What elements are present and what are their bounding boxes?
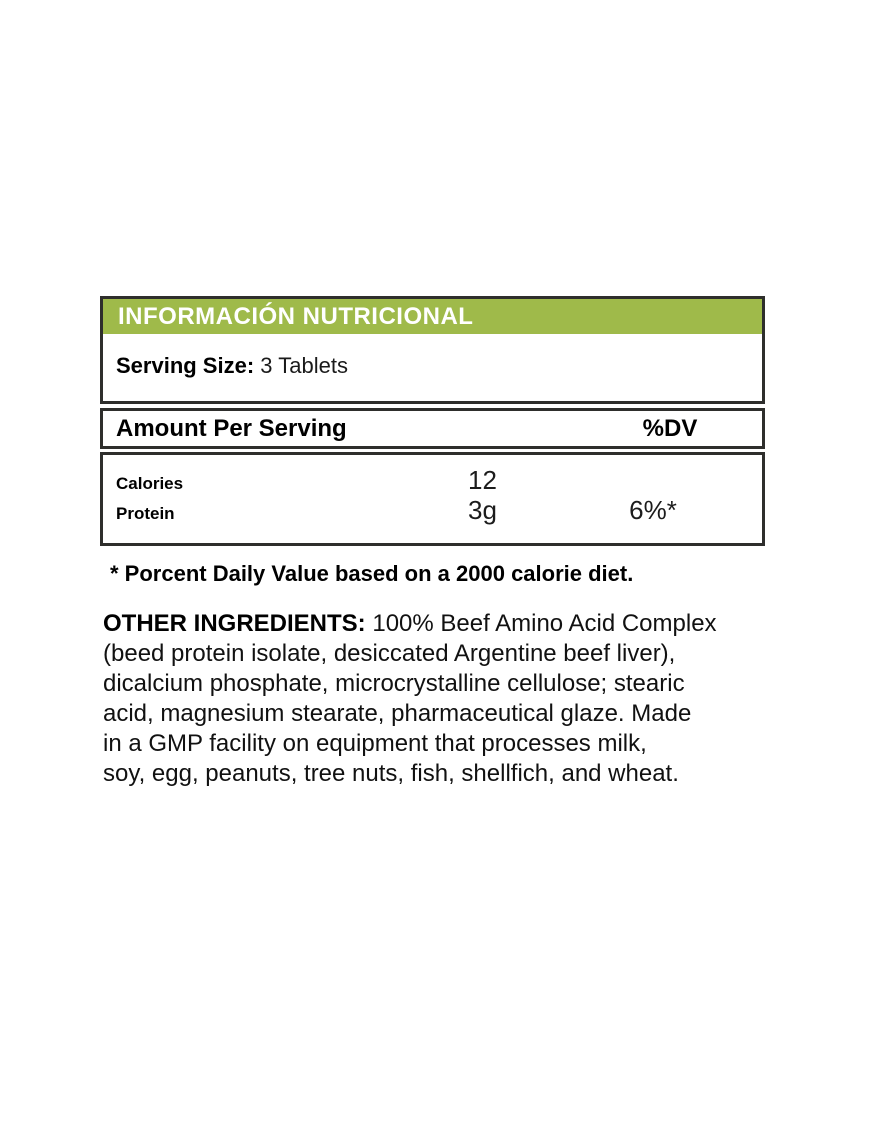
nutrient-name: Protein [116,504,175,523]
other-ingredients-label: OTHER INGREDIENTS: [103,610,366,637]
ingredients-line: acid, magnesium stearate, pharmaceutical… [103,700,692,727]
ingredients-line: (beed protein isolate, desiccated Argent… [103,640,676,667]
serving-size-value: 3 Tablets [260,353,348,378]
nutrient-amount: 12 [468,465,497,495]
ingredients-line: OTHER INGREDIENTS: 100% Beef Amino Acid … [103,609,763,639]
panel-title-bar: INFORMACIÓN NUTRICIONAL [103,299,762,334]
ingredients-line: dicalcium phosphate, microcrystalline ce… [103,670,685,697]
serving-size-row: Serving Size: 3 Tablets [103,334,762,380]
nutrient-dv: 6%* [629,495,677,525]
other-ingredients-paragraph: OTHER INGREDIENTS: 100% Beef Amino Acid … [103,609,763,789]
nutrient-amount: 3g [468,495,497,525]
ingredients-line: in a GMP facility on equipment that proc… [103,730,647,757]
nutrients-table: Calories 12 Protein 3g 6%* [100,452,765,546]
daily-value-footnote: * Porcent Daily Value based on a 2000 ca… [110,561,634,586]
ingredients-line: soy, egg, peanuts, tree nuts, fish, shel… [103,760,679,787]
amount-header-row: Amount Per Serving %DV [100,408,765,449]
percent-dv-header: %DV [642,414,698,442]
nutrient-row-protein: Protein 3g 6%* [116,495,762,525]
serving-size-label: Serving Size: [116,353,255,378]
ingredients-text: 100% Beef Amino Acid Complex [372,610,717,637]
nutrient-row-calories: Calories 12 [116,465,762,495]
serving-info-box: INFORMACIÓN NUTRICIONAL Serving Size: 3 … [100,296,765,404]
nutrient-name: Calories [116,474,184,493]
amount-per-serving-header: Amount Per Serving [116,414,347,442]
nutrition-facts-panel: INFORMACIÓN NUTRICIONAL Serving Size: 3 … [100,296,765,546]
panel-title: INFORMACIÓN NUTRICIONAL [118,302,474,330]
